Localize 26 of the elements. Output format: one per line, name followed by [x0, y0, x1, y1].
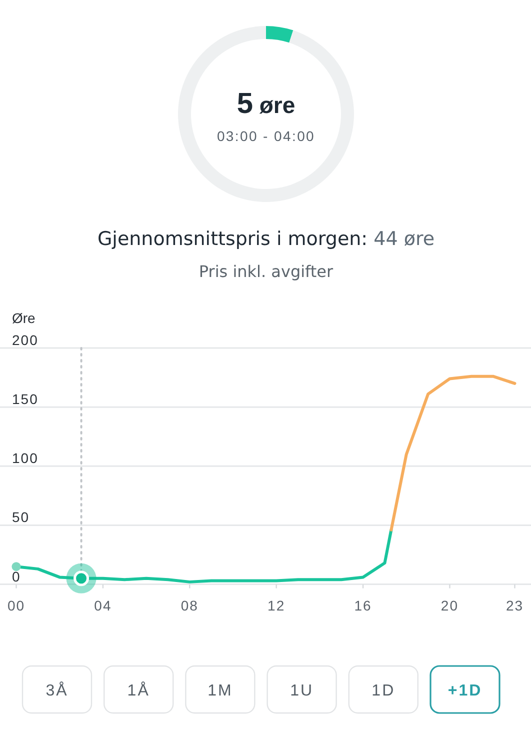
text: +1D: [447, 682, 482, 700]
time-range-button[interactable]: [429, 665, 500, 714]
x-tick-label: 12: [268, 596, 286, 613]
x-tick-label: 16: [354, 596, 372, 613]
x-tick-label: 23: [506, 596, 524, 613]
text: 1Å: [126, 681, 150, 700]
x-tick-label: 20: [440, 596, 459, 613]
y-tick-label: 0: [12, 568, 21, 584]
text: 5 øre: [236, 88, 295, 120]
chart-title: Gjennomsnittspris i morgen: 44 øre: [96, 228, 434, 250]
text: 1U: [290, 682, 314, 700]
y-tick-label: 100: [12, 450, 38, 466]
y-tick-label: 200: [12, 332, 38, 348]
text: 3Å: [45, 681, 68, 700]
y-tick-label: 150: [12, 390, 38, 407]
text: 1M: [207, 682, 232, 700]
donut-slice: [178, 26, 354, 202]
donut-slice: [266, 26, 293, 43]
y-axis-title: Øre: [12, 310, 36, 326]
chart-subtitle: Pris inkl. avgifter: [198, 262, 334, 281]
x-tick-label: 00: [7, 596, 26, 613]
x-tick-label: 04: [94, 596, 112, 613]
y-tick-label: 50: [12, 508, 30, 525]
x-tick-label: 08: [180, 596, 198, 613]
text: 03:00 - 04:00: [216, 128, 315, 144]
text: 1D: [371, 682, 395, 700]
